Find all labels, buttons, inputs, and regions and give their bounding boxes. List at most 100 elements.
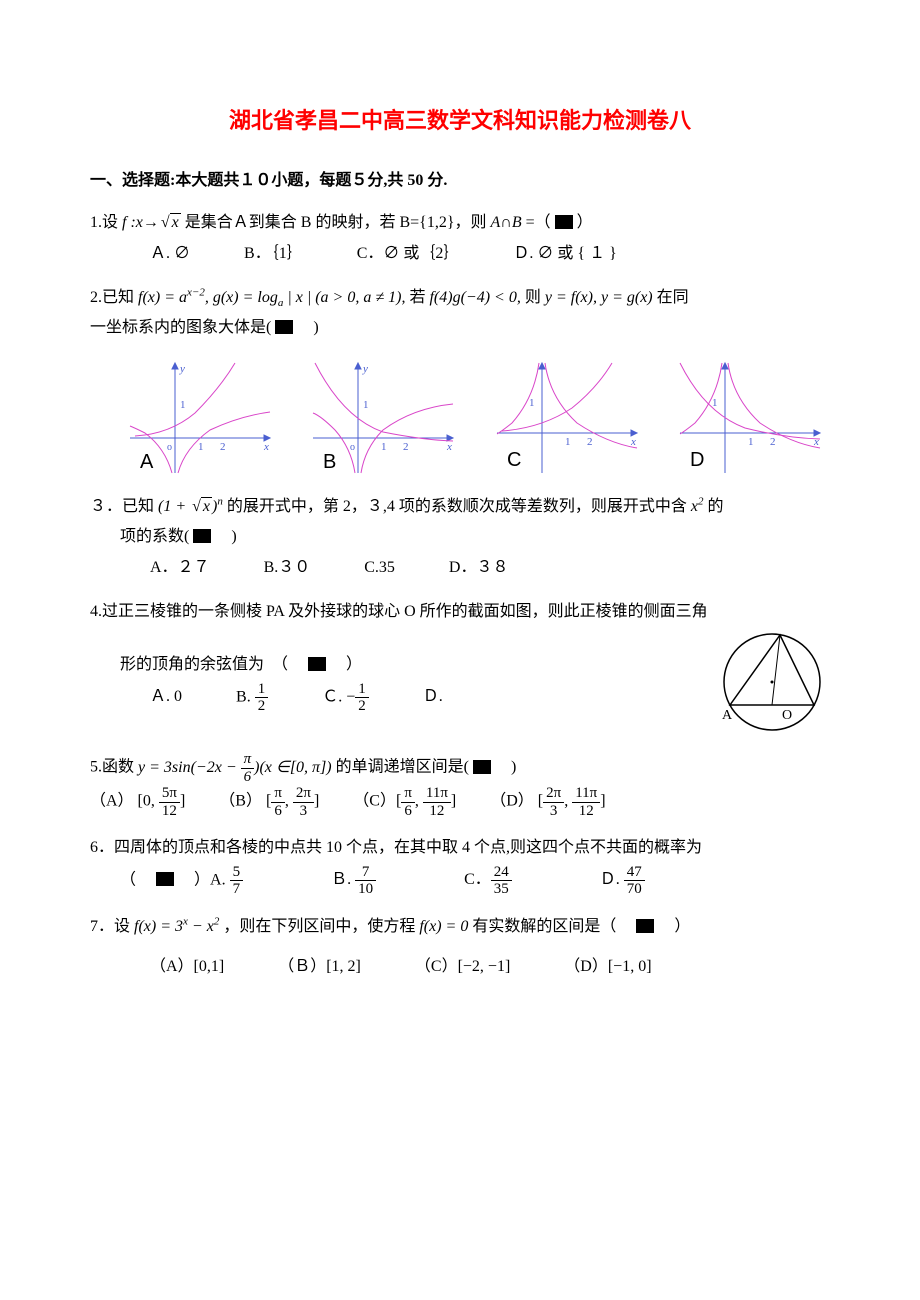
answer-blank-icon (555, 215, 573, 229)
q1-map: f :x→ (122, 214, 159, 231)
q5-stem-c: ) (495, 759, 516, 776)
q3-stem-b: 的展开式中，第 2，３,4 项的系数顺次成等差数列，则展开式中含 (227, 498, 691, 515)
q6-opt-b: Ｂ. 710 (331, 871, 376, 888)
answer-blank-icon (308, 657, 326, 671)
q2-stem-b: 若 (409, 289, 425, 306)
q7-opt-b: （Ｂ）[1, 2] (278, 952, 361, 982)
answer-blank-icon (156, 872, 174, 886)
question-4: 4.过正三棱锥的一条侧棱 PA 及外接球的球心 O 所作的截面如图，则此正棱锥的… (90, 597, 830, 737)
q5-opt-b: （B） [π6, 2π3] (219, 785, 319, 819)
question-7: 7．设 f(x) = 3x − x2 ，则在下列区间中，使方程 f(x) = 0… (90, 912, 830, 983)
question-1: 1.设 f :x→x 是集合Ａ到集合 B 的映射，若 B={1,2}，则 A∩B… (90, 208, 830, 269)
svg-text:x: x (446, 441, 452, 453)
svg-text:2: 2 (220, 441, 226, 453)
svg-text:C: C (507, 449, 521, 471)
q6-opt-a: 57 (230, 864, 244, 898)
q5-opt-d: （D） [2π3, 11π12] (490, 785, 605, 819)
question-2: 2.已知 f(x) = ax−2, g(x) = loga | x | (a >… (90, 283, 830, 344)
q2-stem-d: 在同 (657, 289, 689, 306)
q3-stem-d: 项的系数( (120, 528, 189, 545)
q7-opt-d: （D）[−1, 0] (564, 952, 651, 982)
q3-opt-c: C.35 (364, 553, 395, 583)
q1-inter: A∩B (491, 214, 522, 231)
svg-text:O: O (782, 708, 792, 723)
svg-text:1: 1 (529, 397, 535, 409)
svg-text:1: 1 (198, 441, 204, 453)
q2-stem-e: 一坐标系内的图象大体是( (90, 319, 271, 336)
q2-stem-c: 则 (525, 289, 545, 306)
q3-opt-a: A．２７ (150, 553, 210, 583)
q1-opt-c: C．∅ 或｛2｝ (357, 239, 460, 269)
sqrt-x-icon: x (190, 492, 212, 522)
q6-opt-d: Ｄ. 4770 (600, 871, 645, 888)
svg-text:D: D (690, 449, 704, 471)
svg-text:1: 1 (180, 399, 186, 411)
svg-text:x: x (630, 436, 636, 448)
q5-opt-c: （C）[π6, 11π12] (353, 785, 456, 819)
svg-text:o: o (350, 442, 355, 453)
q3-opt-d: D．３８ (449, 553, 509, 583)
q6-pre: （ (120, 871, 152, 888)
q1-opt-d: Ｄ. ∅ 或 { １ } (513, 239, 616, 269)
svg-text:y: y (179, 363, 185, 375)
q3-opt-b: B.３０ (264, 553, 311, 583)
q2-stem-a: 2.已知 (90, 289, 138, 306)
answer-blank-icon (275, 320, 293, 334)
svg-text:B: B (323, 451, 336, 473)
q3-stem-c: 的 (707, 498, 723, 515)
answer-blank-icon (636, 919, 654, 933)
q2-graph-row: 1 1 2 x y o A 1 1 2 x y o B (120, 358, 830, 478)
q4-circle-diagram: A O (710, 627, 830, 737)
q2-fns: y = f(x), y = g(x) (545, 289, 653, 306)
question-3: ３．已知 (1 + x)n 的展开式中，第 2，３,4 项的系数顺次成等差数列，… (90, 492, 830, 583)
q7-opt-a: （A）[0,1] (150, 952, 224, 982)
svg-text:1: 1 (381, 441, 387, 453)
q1-stem-a: 1.设 (90, 214, 122, 231)
graph-d: 1 1 2 x D (670, 358, 830, 478)
svg-text:o: o (167, 442, 172, 453)
graph-a: 1 1 2 x y o A (120, 358, 280, 478)
q1-stem-d: ） (577, 214, 593, 231)
q7-opt-c: （C）[−2, −1] (415, 952, 510, 982)
answer-blank-icon (473, 760, 491, 774)
q1-stem-b: 是集合Ａ到集合 B 的映射，若 B={1,2}，则 (185, 214, 491, 231)
q3-stem-e: ) (215, 528, 236, 545)
svg-text:A: A (722, 708, 733, 723)
svg-text:1: 1 (565, 436, 571, 448)
q7-stem-a: 7．设 (90, 918, 134, 935)
q4-opt-a: Ａ. 0 (150, 682, 182, 712)
svg-text:A: A (140, 451, 154, 473)
svg-text:x: x (813, 436, 819, 448)
svg-text:2: 2 (403, 441, 409, 453)
svg-text:2: 2 (770, 436, 776, 448)
graph-b: 1 1 2 x y o B (303, 358, 463, 478)
q6-stem: 6．四周体的顶点和各棱的中点共 10 个点，在其中取 4 个点,则这四个点不共面… (90, 833, 830, 863)
q5-opt-a: （A） [0, 5π12] (90, 785, 185, 819)
q4-stem: 4.过正三棱锥的一条侧棱 PA 及外接球的球心 O 所作的截面如图，则此正棱锥的… (90, 597, 830, 627)
q2-cond: f(4)g(−4) < 0, (429, 289, 520, 306)
q7-stem-b: ，则在下列区间中，使方程 (223, 918, 419, 935)
q7-stem-d: ） (658, 918, 690, 935)
exam-title: 湖北省孝昌二中高三数学文科知识能力检测卷八 (90, 100, 830, 142)
svg-text:1: 1 (712, 397, 718, 409)
svg-text:2: 2 (587, 436, 593, 448)
section-1-heading: 一、选择题:本大题共１０小题，每题５分,共 50 分. (90, 166, 830, 196)
answer-blank-icon (193, 529, 211, 543)
q4-opt-d: Ｄ. (423, 682, 443, 712)
q4-stem2b: ） (330, 656, 362, 673)
q6-opt-c: C．2435 (464, 871, 512, 888)
question-6: 6．四周体的顶点和各棱的中点共 10 个点，在其中取 4 个点,则这四个点不共面… (90, 833, 830, 897)
graph-c: 1 1 2 x C (487, 358, 647, 478)
q4-stem2a: 形的顶角的余弦值为 （ (120, 656, 304, 673)
q3-stem-a: ３．已知 (90, 498, 158, 515)
q4-opt-b: B. 12 (236, 681, 268, 715)
q5-stem-a: 5.函数 (90, 759, 138, 776)
q6-pre2: ）A. (178, 871, 230, 888)
q1-opt-b: B．｛1｝ (244, 239, 303, 269)
q7-eq: f(x) = 0 (419, 918, 468, 935)
q2-stem-f: ) (297, 319, 318, 336)
svg-text:1: 1 (748, 436, 754, 448)
question-5: 5.函数 y = 3sin(−2x − π6)(x ∈[0, π]) 的单调递增… (90, 751, 830, 819)
q1-opt-a: Ａ. ∅ (150, 239, 190, 269)
svg-text:1: 1 (363, 399, 369, 411)
